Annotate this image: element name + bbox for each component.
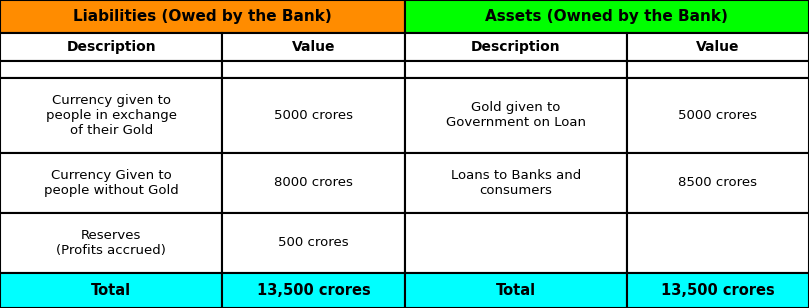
Text: Gold given to
Government on Loan: Gold given to Government on Loan [446, 102, 586, 129]
Text: 5000 crores: 5000 crores [679, 109, 757, 122]
Text: Loans to Banks and
consumers: Loans to Banks and consumers [451, 169, 581, 197]
Bar [627, 153, 809, 213]
Text: Value: Value [292, 40, 335, 54]
Bar [0, 213, 222, 273]
Bar [222, 153, 404, 213]
Bar [404, 78, 627, 153]
Bar [0, 61, 222, 78]
Bar [0, 78, 222, 153]
Bar [222, 78, 404, 153]
Text: 13,500 crores: 13,500 crores [256, 283, 371, 298]
Bar [222, 61, 404, 78]
Bar [404, 61, 627, 78]
Bar [0, 33, 222, 61]
Bar [404, 273, 627, 308]
Bar [404, 213, 627, 273]
Text: 500 crores: 500 crores [278, 237, 349, 249]
Bar [404, 153, 627, 213]
Text: Reserves
(Profits accrued): Reserves (Profits accrued) [57, 229, 166, 257]
Text: Value: Value [697, 40, 739, 54]
Text: Assets (Owned by the Bank): Assets (Owned by the Bank) [485, 9, 728, 24]
Bar [0, 0, 404, 33]
Text: Total: Total [496, 283, 536, 298]
Bar [0, 153, 222, 213]
Text: 8500 crores: 8500 crores [679, 176, 757, 189]
Bar [627, 213, 809, 273]
Bar [222, 273, 404, 308]
Text: 5000 crores: 5000 crores [274, 109, 353, 122]
Bar [404, 33, 627, 61]
Text: Description: Description [66, 40, 156, 54]
Bar [404, 0, 809, 33]
Bar [0, 273, 222, 308]
Bar [627, 61, 809, 78]
Bar [627, 78, 809, 153]
Text: Liabilities (Owed by the Bank): Liabilities (Owed by the Bank) [73, 9, 332, 24]
Text: Currency Given to
people without Gold: Currency Given to people without Gold [44, 169, 179, 197]
Bar [222, 213, 404, 273]
Bar [627, 33, 809, 61]
Bar [627, 273, 809, 308]
Text: 8000 crores: 8000 crores [274, 176, 353, 189]
Text: Total: Total [91, 283, 131, 298]
Text: Currency given to
people in exchange
of their Gold: Currency given to people in exchange of … [46, 94, 176, 137]
Bar [222, 33, 404, 61]
Text: 13,500 crores: 13,500 crores [661, 283, 775, 298]
Text: Description: Description [471, 40, 561, 54]
